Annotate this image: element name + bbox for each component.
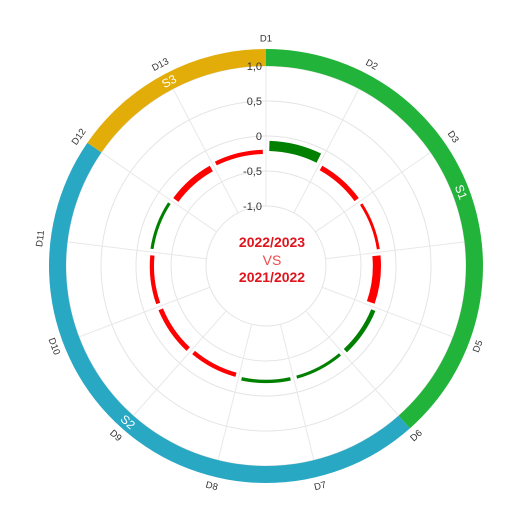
category-label-D8: D8 (204, 480, 218, 494)
grid-spoke-12 (172, 88, 239, 214)
category-label-D2: D2 (364, 57, 380, 72)
center-line-2: VS (263, 252, 282, 268)
bar-D7 (241, 377, 291, 384)
season-label-S3: S3 (159, 72, 179, 91)
bar-D9 (158, 308, 190, 351)
bars (149, 140, 381, 384)
category-label-D6: D6 (408, 428, 424, 444)
y-axis-ticks: 1,0 0,5 0 -0,5 -1,0 (243, 61, 262, 213)
grid-spoke-6 (279, 324, 315, 461)
season-arc-S2 (48, 142, 410, 483)
grid-spoke-8 (133, 310, 227, 417)
grid-spoke-3 (325, 241, 465, 260)
bar-D8 (192, 350, 237, 377)
grid-spoke-5 (305, 310, 399, 417)
category-label-D11: D11 (34, 230, 47, 248)
y-tick-1: 0,5 (247, 96, 262, 108)
season-label-S1: S1 (452, 183, 470, 202)
bar-D3 (359, 203, 380, 250)
bar-D11 (150, 202, 171, 250)
bar-D13 (214, 149, 263, 166)
category-label-D7: D7 (313, 480, 327, 494)
bar-D4 (366, 255, 381, 304)
category-label-D10: D10 (46, 336, 62, 356)
bar-D2 (319, 165, 359, 202)
bar-D5 (343, 309, 376, 353)
y-tick-0: 1,0 (247, 61, 262, 73)
season-arc-S1 (266, 49, 483, 429)
bar-D6 (296, 353, 342, 379)
center-label: 2022/2023 VS 2021/2022 (239, 234, 305, 285)
category-label-D5: D5 (471, 339, 486, 354)
center-line-3: 2021/2022 (239, 269, 305, 285)
grid-spoke-4 (321, 286, 454, 338)
category-label-D12: D12 (70, 127, 89, 148)
y-tick-2: 0 (256, 131, 262, 143)
season-arc-S3 (87, 49, 266, 153)
category-label-D1: D1 (260, 34, 272, 45)
grid-spoke-10 (67, 241, 207, 260)
bar-D1 (269, 140, 322, 163)
grid-spoke-9 (78, 286, 211, 338)
center-line-1: 2022/2023 (239, 234, 305, 250)
grid-spoke-11 (101, 151, 217, 233)
bar-D10 (149, 255, 161, 305)
y-tick-3: -0,5 (243, 166, 262, 178)
category-labels: D1 D2 D3 D5 D6 D7 D8 D9 D10 D11 D12 D13 (34, 34, 485, 494)
bar-D12 (173, 165, 213, 202)
grid-spoke-2 (315, 151, 431, 233)
grid-spoke-1 (293, 88, 360, 214)
category-label-D13: D13 (150, 56, 171, 74)
y-tick-4: -1,0 (243, 201, 262, 213)
category-label-D3: D3 (445, 129, 461, 145)
category-label-D9: D9 (107, 428, 123, 444)
grid-spoke-7 (217, 324, 253, 461)
